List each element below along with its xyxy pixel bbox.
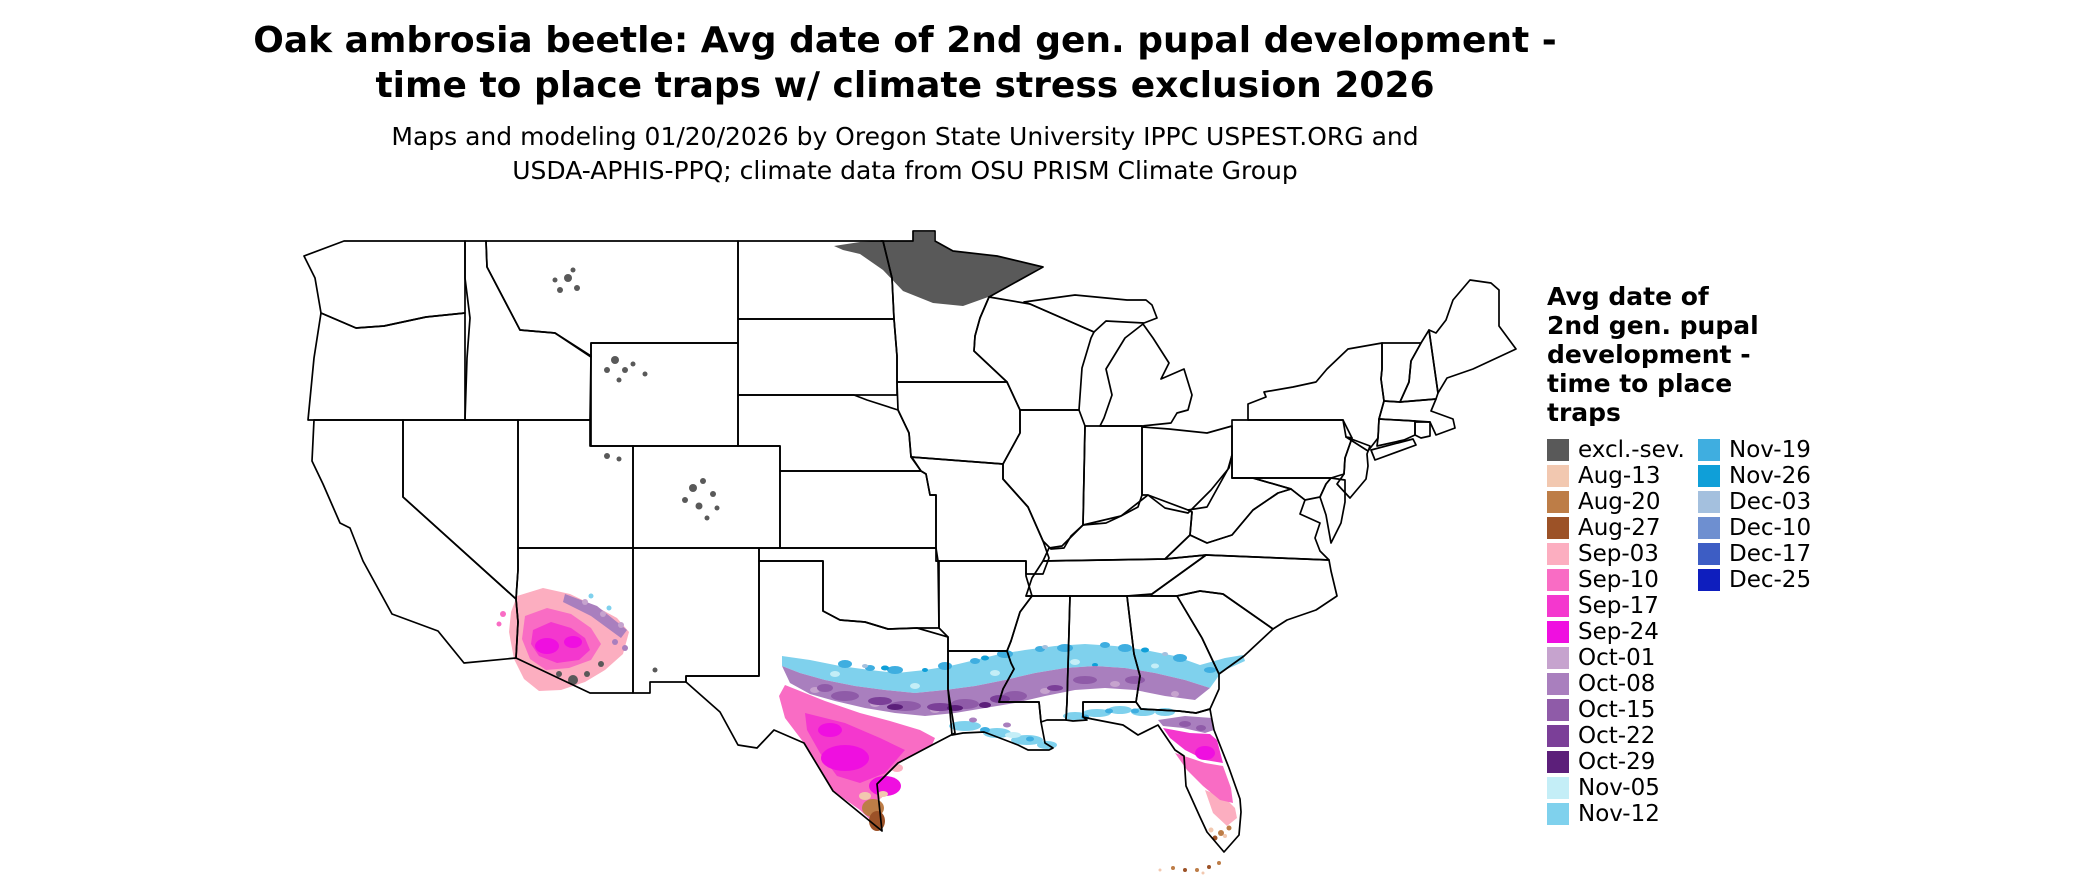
legend-label-aug20: Aug-20 [1578,489,1661,515]
legend-label-oct29: Oct-29 [1578,749,1656,775]
legend-item-dec25: Dec-25 [1698,567,1811,593]
legend-item-oct29: Oct-29 [1547,749,1685,775]
legend-label-sep17: Sep-17 [1578,593,1659,619]
legend-swatch-sep24 [1547,621,1569,643]
legend-label-oct15: Oct-15 [1578,697,1656,723]
title-line-1: Oak ambrosia beetle: Avg date of 2nd gen… [253,20,1557,61]
legend-item-aug13: Aug-13 [1547,463,1685,489]
legend-swatch-excl [1547,439,1569,461]
legend-item-oct08: Oct-08 [1547,671,1685,697]
legend-title-line-3: development - [1547,340,1751,369]
map-region-aug27 [869,811,1218,872]
map-region-oct-fringe-az [563,594,628,651]
legend-swatch-sep10 [1547,569,1569,591]
legend-swatch-aug20 [1547,491,1569,513]
us-map [303,230,1517,875]
legend-label-sep03: Sep-03 [1578,541,1659,567]
map-region-aug13 [859,791,1227,875]
legend-item-aug20: Aug-20 [1547,489,1685,515]
legend-item-sep03: Sep-03 [1547,541,1685,567]
map-region-dec03 [862,645,1168,668]
map-region-nov26 [881,647,1149,672]
subtitle-line-2: USDA-APHIS-PPQ; climate data from OSU PR… [512,156,1298,185]
legend-title-line-2: 2nd gen. pupal [1547,311,1759,340]
legend-item-sep10: Sep-10 [1547,567,1685,593]
legend-swatch-oct01 [1547,647,1569,669]
header: Oak ambrosia beetle: Avg date of 2nd gen… [150,18,1660,188]
legend-label-oct01: Oct-01 [1578,645,1656,671]
climate-data-layer [496,232,1245,875]
legend-label-dec10: Dec-10 [1729,515,1812,541]
legend-swatch-dec03 [1698,491,1720,513]
map-region-aug20 [862,799,1232,872]
legend-item-oct15: Oct-15 [1547,697,1685,723]
legend-item-nov26: Nov-26 [1698,463,1811,489]
legend-item-nov12: Nov-12 [1547,801,1685,827]
legend-label-aug27: Aug-27 [1578,515,1661,541]
legend-column-1: excl.-sev. Aug-13 Aug-20 Aug-27 Sep-03 Sep-10… [1547,437,1685,827]
legend-item-sep24: Sep-24 [1547,619,1685,645]
legend-item-oct01: Oct-01 [1547,645,1685,671]
legend-swatch-sep03 [1547,543,1569,565]
legend-swatch-nov19 [1698,439,1720,461]
map-region-nov05 [830,659,1159,738]
subtitle-line-1: Maps and modeling 01/20/2026 by Oregon S… [391,122,1419,151]
legend-swatch-aug27 [1547,517,1569,539]
legend-swatch-oct15 [1547,699,1569,721]
legend-title-line-4: time to place [1547,369,1733,398]
legend-label-dec17: Dec-17 [1729,541,1812,567]
legend-swatch-oct29 [1547,751,1569,773]
legend-label-sep24: Sep-24 [1578,619,1659,645]
legend-label-sep10: Sep-10 [1578,567,1659,593]
legend-swatch-dec10 [1698,517,1720,539]
legend-label-dec25: Dec-25 [1729,567,1812,593]
legend-item-dec10: Dec-10 [1698,515,1811,541]
legend-item-nov19: Nov-19 [1698,437,1811,463]
legend-item-dec17: Dec-17 [1698,541,1811,567]
legend-label-oct08: Oct-08 [1578,671,1656,697]
legend-label-oct22: Oct-22 [1578,723,1656,749]
legend-title-line-1: Avg date of [1547,282,1709,311]
legend-swatch-nov05 [1547,777,1569,799]
legend-swatch-dec25 [1698,569,1720,591]
legend-label-excl: excl.-sev. [1578,437,1685,463]
legend-item-dec03: Dec-03 [1698,489,1811,515]
legend-swatch-nov26 [1698,465,1720,487]
legend-label-nov05: Nov-05 [1578,775,1660,801]
legend-swatch-nov12 [1547,803,1569,825]
map-region-oct22 [868,685,1063,711]
legend-column-2: Nov-19 Nov-26 Dec-03 Dec-10 Dec-17 Dec-25 [1698,437,1811,593]
legend-title: Avg date of 2nd gen. pupal development -… [1547,282,1759,427]
legend-item-nov05: Nov-05 [1547,775,1685,801]
title-line-2: time to place traps w/ climate stress ex… [375,65,1435,106]
legend-item-sep17: Sep-17 [1547,593,1685,619]
legend-swatch-oct08 [1547,673,1569,695]
page-title: Oak ambrosia beetle: Avg date of 2nd gen… [150,18,1660,108]
page-subtitle: Maps and modeling 01/20/2026 by Oregon S… [150,120,1660,188]
legend-label-dec03: Dec-03 [1729,489,1812,515]
legend-swatch-oct22 [1547,725,1569,747]
map-region-nov12-az [588,593,612,611]
us-landmass [304,231,1516,852]
legend-title-line-5: traps [1547,398,1621,427]
legend-swatch-aug13 [1547,465,1569,487]
map-region-oct15 [817,676,1206,731]
legend-label-nov26: Nov-26 [1729,463,1811,489]
legend-swatch-dec17 [1698,543,1720,565]
legend-swatch-sep17 [1547,595,1569,617]
map-region-sep24 [535,636,1215,796]
legend-label-nov19: Nov-19 [1729,437,1811,463]
legend-item-aug27: Aug-27 [1547,515,1685,541]
map-region-oct01-az [582,599,624,628]
legend-item-excl: excl.-sev. [1547,437,1685,463]
legend-label-aug13: Aug-13 [1578,463,1661,489]
legend-item-oct22: Oct-22 [1547,723,1685,749]
legend-label-nov12: Nov-12 [1578,801,1660,827]
